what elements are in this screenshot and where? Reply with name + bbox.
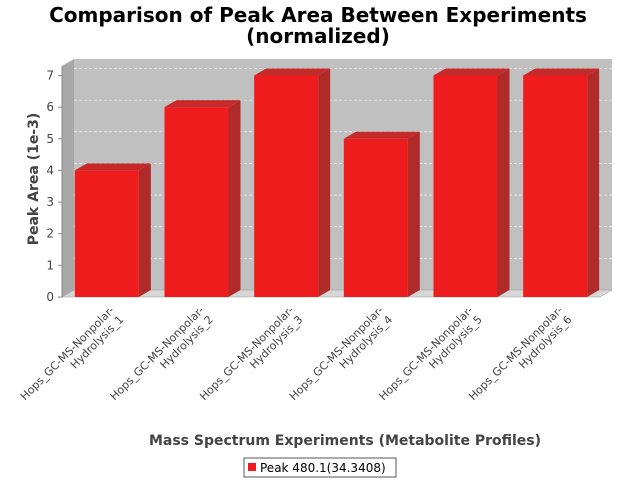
bar-side [228, 100, 241, 297]
y-tick-label: 4 [46, 163, 54, 177]
legend-box [243, 457, 397, 478]
bar-side [138, 163, 151, 297]
bar-front [433, 75, 498, 297]
plot-wall-left [62, 59, 74, 297]
x-axis-label: Mass Spectrum Experiments (Metabolite Pr… [149, 433, 541, 449]
bar [254, 68, 331, 297]
bar [343, 131, 420, 297]
bar-side [497, 68, 510, 297]
y-tick-label: 1 [46, 258, 54, 272]
bar-top [254, 68, 331, 76]
plot-area [61, 59, 613, 298]
bar [523, 68, 600, 297]
bar [164, 100, 241, 297]
y-tick-label: 0 [46, 290, 54, 304]
bar-top [74, 163, 151, 171]
plot-background [74, 59, 612, 290]
y-axis-ticks: 0 1 2 3 4 5 6 7 [46, 66, 63, 304]
y-axis-label: Peak Area (1e-3) [26, 113, 42, 246]
bar-front [74, 170, 139, 297]
chart-title-line2: (normalized) [246, 24, 390, 48]
bar-front [523, 75, 588, 297]
x-tick-label-line1: Hops_GC-MS-Nonpolar- [18, 304, 117, 403]
bar-side [407, 131, 420, 297]
y-tick-label: 7 [46, 68, 54, 82]
y-tick-label: 3 [46, 195, 54, 209]
y-tick-label: 2 [46, 227, 54, 241]
bar [433, 68, 510, 297]
bar-top [164, 100, 241, 108]
y-tick-label: 5 [46, 132, 54, 146]
bar-side [587, 68, 600, 297]
legend-swatch [248, 463, 256, 471]
bar-side [318, 68, 331, 297]
bar-front [164, 107, 229, 297]
chart-title-line1: Comparison of Peak Area Between Experime… [49, 3, 587, 27]
bar-top [433, 68, 510, 76]
legend: Peak 480.1(34.3408) [243, 457, 397, 478]
bars [74, 68, 600, 297]
bar-front [254, 75, 319, 297]
bar-front [343, 138, 408, 297]
legend-label: Peak 480.1(34.3408) [260, 461, 386, 475]
y-tick-label: 6 [46, 100, 54, 114]
bar [74, 163, 151, 297]
bar-top [343, 131, 420, 139]
x-axis-ticks: Hops_GC-MS-Nonpolar-Hydrolysis_1Hops_GC-… [18, 304, 575, 403]
bar-top [523, 68, 600, 76]
